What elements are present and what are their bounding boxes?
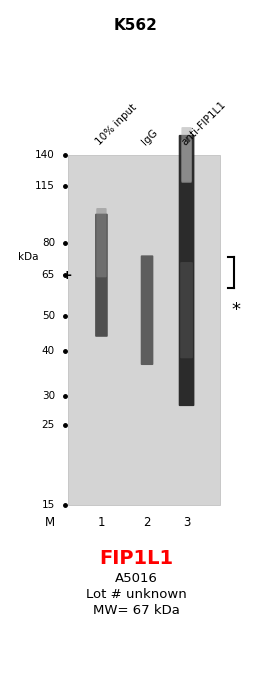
Text: 80: 80 (42, 238, 55, 247)
FancyBboxPatch shape (141, 256, 153, 365)
Text: 3: 3 (183, 516, 190, 529)
Text: M: M (45, 516, 55, 529)
Text: 2: 2 (143, 516, 151, 529)
FancyBboxPatch shape (180, 262, 193, 358)
FancyBboxPatch shape (68, 155, 220, 505)
Text: +: + (62, 269, 72, 282)
Text: *: * (232, 301, 241, 319)
FancyBboxPatch shape (181, 127, 192, 183)
Text: FIP1L1: FIP1L1 (99, 548, 173, 567)
Text: 40: 40 (42, 346, 55, 356)
Text: A5016: A5016 (115, 571, 158, 585)
Text: 10% input: 10% input (94, 102, 139, 147)
Text: 1: 1 (98, 516, 105, 529)
Text: 65: 65 (42, 270, 55, 281)
Text: MW= 67 kDa: MW= 67 kDa (93, 604, 179, 617)
Text: 140: 140 (35, 150, 55, 160)
Text: 30: 30 (42, 391, 55, 402)
Text: 115: 115 (35, 180, 55, 191)
Text: K562: K562 (114, 18, 158, 34)
Text: kDa: kDa (18, 252, 38, 262)
FancyBboxPatch shape (95, 214, 108, 337)
Text: 15: 15 (42, 500, 55, 510)
Text: 50: 50 (42, 312, 55, 321)
FancyBboxPatch shape (181, 139, 192, 182)
FancyBboxPatch shape (179, 135, 194, 406)
Text: IgG: IgG (140, 127, 160, 147)
Text: anti-FIP1L1: anti-FIP1L1 (179, 99, 228, 147)
FancyBboxPatch shape (96, 208, 107, 277)
Text: 25: 25 (42, 420, 55, 430)
Text: Lot # unknown: Lot # unknown (86, 587, 186, 600)
